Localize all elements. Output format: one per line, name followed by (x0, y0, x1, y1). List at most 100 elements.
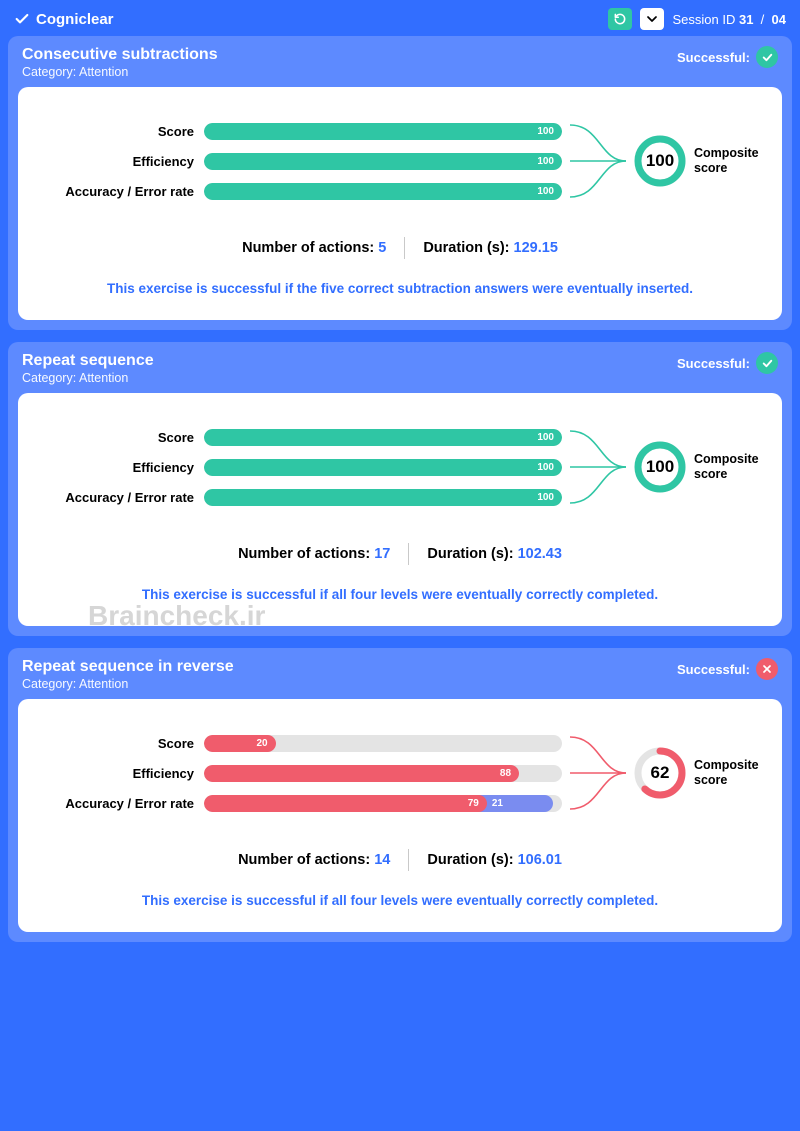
status-label: Successful: (677, 356, 750, 371)
bar-track: 79 21 (204, 795, 562, 812)
bar-value: 100 (537, 462, 554, 473)
exercise-category: Category: Attention (22, 65, 218, 79)
bar-track: 100 (204, 183, 562, 200)
bar-track: 88 (204, 765, 562, 782)
composite-value: 100 (634, 441, 686, 493)
stat-divider (404, 237, 405, 259)
status-badge (756, 658, 778, 680)
metrics-row: Score100 Efficiency100 Accuracy / Error ra… (36, 111, 764, 211)
check-icon (761, 51, 774, 64)
stat-divider (408, 849, 409, 871)
bar-value: 100 (537, 156, 554, 167)
card-body: Score20 Efficiency 88 Accuracy / Error rate… (18, 699, 782, 932)
stat-divider (408, 543, 409, 565)
bar-segment: 100 (204, 459, 562, 476)
bar-value: 79 (468, 798, 479, 809)
watermark: Braincheck.ir (88, 600, 265, 632)
bar-value: 100 (537, 432, 554, 443)
composite-label: Composite score (694, 452, 764, 482)
topbar-right: Session ID 31 / 04 (608, 8, 786, 30)
bar-value: 100 (537, 126, 554, 137)
bars-group: Score20 Efficiency 88 Accuracy / Error rate… (36, 735, 562, 812)
bar-value: 20 (256, 738, 267, 749)
chevron-down-icon (646, 13, 658, 25)
status: Successful: (677, 46, 778, 68)
bars-group: Score100Efficiency100Accuracy / Error ra… (36, 429, 562, 506)
metric-row: Score100 (36, 429, 562, 446)
exercise-category: Category: Attention (22, 677, 234, 691)
bar-track: 100 (204, 459, 562, 476)
exercise-card: Repeat sequence in reverseCategory: Atte… (8, 648, 792, 942)
composite-block: 100Composite score (634, 135, 764, 187)
bar-segment: 79 (204, 795, 487, 812)
exercise-card: Consecutive subtractionsCategory: Attent… (8, 36, 792, 330)
composite-block: 100 Composite score (634, 441, 764, 493)
duration-stat: Duration (s): 129.15 (423, 240, 558, 256)
stats-row: Number of actions: 17 Duration (s): 102.4… (36, 543, 764, 565)
composite-ring: 100 (634, 441, 686, 493)
metric-row: Efficiency100 (36, 153, 562, 170)
duration-stat: Duration (s): 102.43 (427, 546, 562, 562)
composite-ring: 100 (634, 135, 686, 187)
metric-row: Efficiency 100 (36, 459, 562, 476)
actions-stat: Number of actions: 17 (238, 546, 390, 562)
bar-segment: 100 (204, 489, 562, 506)
composite-ring: 62 (634, 747, 686, 799)
cards-container: Consecutive subtractionsCategory: Attent… (0, 36, 800, 952)
metrics-row: Score20 Efficiency 88 Accuracy / Error rate… (36, 723, 764, 823)
stats-row: Number of actions: 14Duration (s): 106.0… (36, 849, 764, 871)
status-label: Successful: (677, 662, 750, 677)
composite-value: 62 (634, 747, 686, 799)
metric-row: Accuracy / Error rate 79 21 (36, 795, 562, 812)
connector-lines (570, 111, 626, 211)
bar-value: 100 (537, 186, 554, 197)
exercise-title: Consecutive subtractions (22, 46, 218, 64)
menu-button[interactable] (640, 8, 664, 30)
bar-segment: 100 (204, 429, 562, 446)
status: Successful: (677, 658, 778, 680)
metric-label: Efficiency (36, 460, 194, 475)
bar-segment: 100 (204, 183, 562, 200)
session-id: Session ID 31 / 04 (672, 12, 786, 27)
metric-label: Accuracy / Error rate (36, 490, 194, 505)
exercise-note: This exercise is successful if all four … (36, 893, 764, 908)
metric-label: Accuracy / Error rate (36, 796, 194, 811)
card-header: Repeat sequenceCategory: Attention Succes… (18, 350, 782, 393)
status-badge (756, 46, 778, 68)
exercise-note: This exercise is successful if all four … (36, 587, 764, 602)
exercise-title: Repeat sequence (22, 352, 154, 370)
bar-track: 100 (204, 489, 562, 506)
bar-track: 100 (204, 429, 562, 446)
refresh-button[interactable] (608, 8, 632, 30)
exercise-note: This exercise is successful if the five … (36, 281, 764, 296)
bar-value: 21 (492, 798, 503, 809)
composite-block: 62 Composite score (634, 747, 764, 799)
metric-row: Accuracy / Error rate 100 (36, 489, 562, 506)
bars-group: Score100 Efficiency100 Accuracy / Error ra… (36, 123, 562, 200)
connector-lines (570, 723, 626, 823)
brand: Cogniclear (14, 11, 114, 28)
stats-row: Number of actions: 5Duration (s): 129.15 (36, 237, 764, 259)
composite-label: Composite score (694, 758, 764, 788)
exercise-title: Repeat sequence in reverse (22, 658, 234, 676)
close-icon (761, 663, 773, 675)
check-icon (761, 357, 774, 370)
metric-row: Score20 (36, 735, 562, 752)
card-header: Consecutive subtractionsCategory: Attent… (18, 44, 782, 87)
metric-row: Score100 (36, 123, 562, 140)
exercise-category: Category: Attention (22, 371, 154, 385)
bar-track: 100 (204, 153, 562, 170)
bar-value: 88 (500, 768, 511, 779)
bar-track: 100 (204, 123, 562, 140)
bar-segment: 100 (204, 123, 562, 140)
status-badge (756, 352, 778, 374)
bar-segment: 100 (204, 153, 562, 170)
metric-row: Accuracy / Error rate 100 (36, 183, 562, 200)
card-body: Score100Efficiency100Accuracy / Error ra… (18, 393, 782, 626)
metric-label: Efficiency (36, 766, 194, 781)
metric-label: Accuracy / Error rate (36, 184, 194, 199)
bar-segment: 88 (204, 765, 519, 782)
metrics-row: Score100Efficiency100Accuracy / Error ra… (36, 417, 764, 517)
status-label: Successful: (677, 50, 750, 65)
brand-text: Cogniclear (36, 11, 114, 28)
